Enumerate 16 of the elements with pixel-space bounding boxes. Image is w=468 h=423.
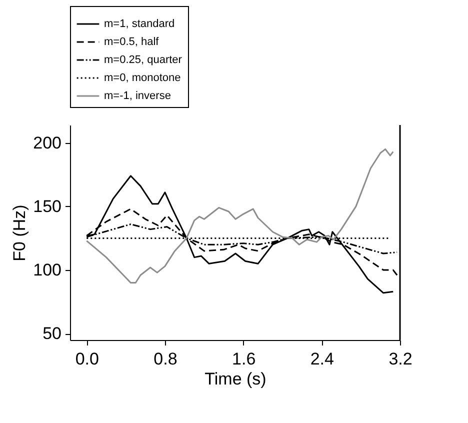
x-tick-label: 3.2 [388,350,412,368]
y-tick-label: 50 [42,324,62,344]
y-tick-label: 150 [33,196,62,216]
x-tick-label: 0.0 [75,350,99,368]
y-axis-title: F0 (Hz) [10,204,30,262]
legend-label: m=0, monotone [104,72,181,84]
y-tick-label: 100 [33,260,62,280]
legend-label: m=0.5, half [104,36,160,48]
y-tick-label: 200 [33,133,62,152]
x-tick-label: 2.4 [310,350,334,368]
x-tick-label: 0.8 [154,350,178,368]
legend-label: m=1, standard [104,18,175,30]
x-axis-title: Time (s) [204,370,266,388]
legend-label: m=-1, inverse [104,90,171,102]
x-tick-label: 1.6 [232,350,256,368]
legend-label: m=0.25, quarter [104,54,182,66]
